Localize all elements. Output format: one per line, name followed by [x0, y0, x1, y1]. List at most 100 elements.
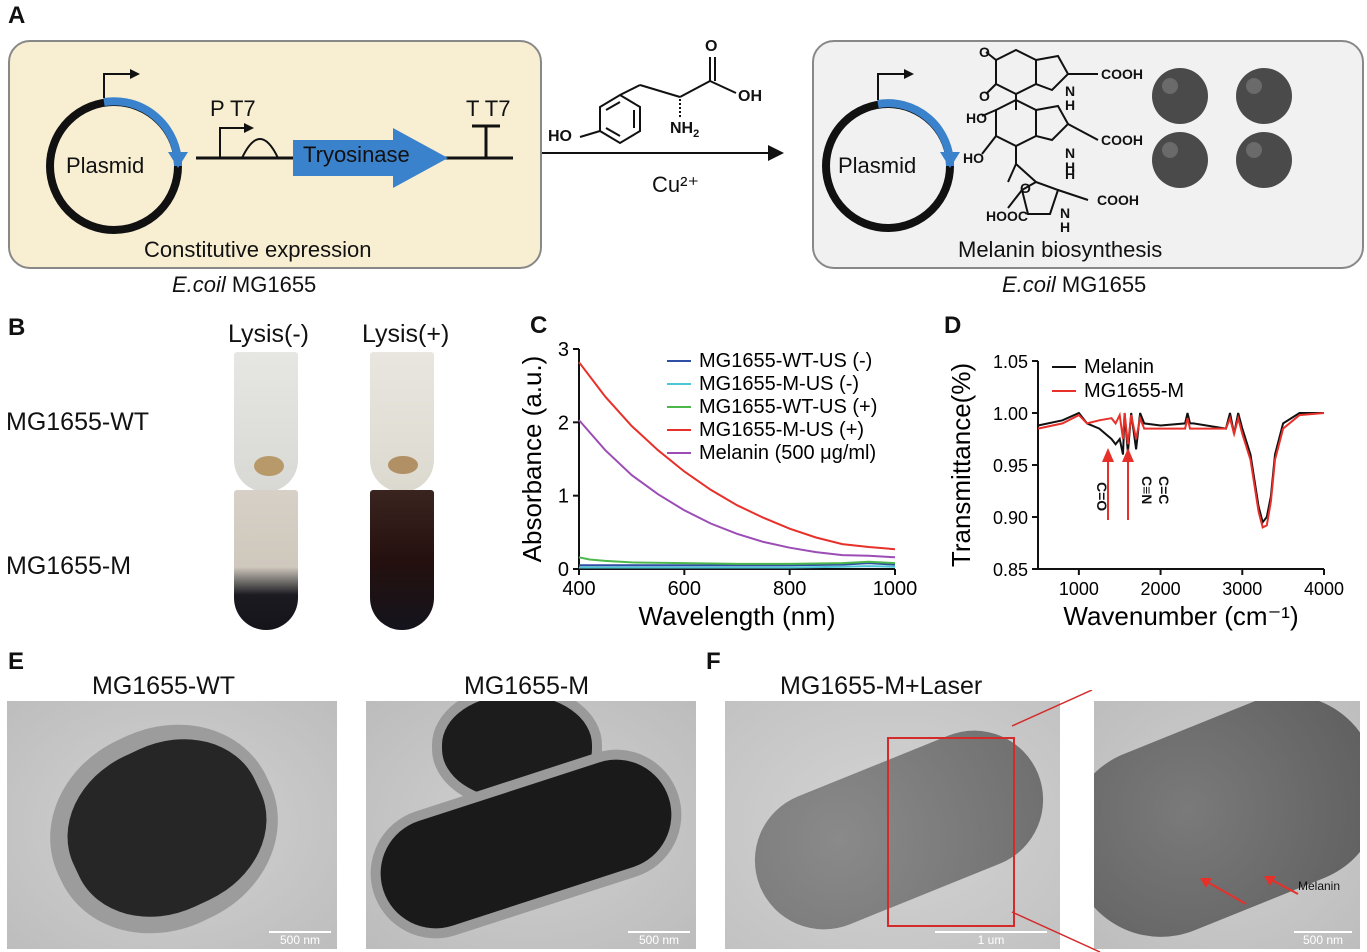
- expression-construct-diagram: [46, 69, 513, 234]
- x-axis-label: Wavelength (nm): [639, 601, 836, 631]
- tem-wt-title: MG1655-WT: [92, 672, 236, 700]
- cell-body-wt: [41, 710, 293, 946]
- y-tick-label: 1: [558, 486, 569, 508]
- y-tick-label: 1.00: [993, 404, 1028, 424]
- melanin-nh2-h: H: [1065, 159, 1076, 175]
- melanin-nh1-n: N: [1065, 83, 1076, 99]
- y-tick-label: 2: [558, 412, 569, 434]
- legend-label: Melanin (500 μg/ml): [699, 442, 876, 464]
- tyrosine-structure: [542, 57, 784, 161]
- legend-label: MG1655-M-US (-): [699, 373, 859, 395]
- legend-label: Melanin: [1084, 356, 1154, 378]
- series-line: [579, 562, 896, 567]
- scale-bar-m: 500 nm: [628, 931, 690, 947]
- gene-label: Tryosinase: [303, 142, 410, 167]
- melanin-ho2: HO: [963, 150, 984, 166]
- ftir-annotation-arrows: [1102, 448, 1134, 520]
- tem-image-laser-zoom: Melanin 500 nm: [1094, 701, 1360, 949]
- melanin-hooc: HOOC: [986, 208, 1028, 224]
- right-strain-name: MG1655: [1055, 272, 1147, 297]
- melanin-o3: O: [1020, 180, 1031, 196]
- x-tick-label: 4000: [1304, 579, 1344, 599]
- melanin-nanoparticle: [1152, 68, 1208, 124]
- promoter-label: P T7: [210, 96, 256, 121]
- scale-bar-laser-zoom: 500 nm: [1294, 931, 1352, 947]
- zoom-connector-lines: [1011, 690, 1101, 952]
- ftir-ann-co: C=O: [1094, 482, 1110, 512]
- y-tick-label: 0.95: [993, 456, 1028, 476]
- x-tick-label: 1000: [1059, 579, 1099, 599]
- plasmid-arrowhead: [168, 152, 188, 168]
- rbs-loop: [241, 138, 279, 159]
- plasmid-insert-arc: [103, 97, 183, 167]
- tube-m-lysis-minus: [234, 490, 298, 630]
- y-tick-label: 0: [558, 559, 569, 581]
- pellet-wt-lysis-minus: [254, 456, 284, 476]
- melanin-nh3-h: H: [1060, 219, 1071, 235]
- scale-bar-wt: 500 nm: [269, 931, 331, 947]
- tyrosine-o-label: O: [705, 38, 718, 55]
- melanin-cooh3: COOH: [1097, 192, 1139, 208]
- left-strain-italic: E.coil: [172, 272, 226, 297]
- melanin-cooh2: COOH: [1101, 132, 1143, 148]
- legend-label: MG1655-M: [1084, 380, 1184, 402]
- melanin-annotation: Melanin: [1298, 879, 1341, 893]
- row-label-m: MG1655-M: [6, 552, 132, 580]
- tyrosine-nh2-label: NH2: [670, 120, 699, 140]
- tyrosine-nh-text: NH: [670, 120, 694, 137]
- right-strain-italic: E.coil: [1002, 272, 1056, 297]
- tyrosine-ho-label: HO: [548, 128, 572, 145]
- legend-label: MG1655-M-US (+): [699, 419, 864, 441]
- plasmid-label-right: Plasmid: [838, 153, 917, 178]
- ftir-ann-cn: C≡N: [1139, 476, 1155, 505]
- melanin-nh3-n: N: [1060, 205, 1071, 221]
- reaction-condition: Cu²⁺: [652, 172, 700, 197]
- tem-image-wt: 500 nm: [7, 701, 337, 949]
- series-line: [578, 556, 896, 565]
- melanin-ho1: HO: [966, 110, 987, 126]
- left-box-caption: Constitutive expression: [144, 237, 372, 262]
- series-line: [1037, 411, 1325, 529]
- melanin-nanoparticle: [1152, 132, 1208, 188]
- melanin-nh2-n: N: [1065, 145, 1076, 161]
- promoter-arrow: [219, 127, 246, 158]
- right-strain-label: E.coil MG1655: [1002, 272, 1146, 298]
- legend-label: MG1655-WT-US (-): [699, 350, 872, 372]
- tyrosine-oh-label: OH: [738, 88, 762, 105]
- terminator-label: T T7: [466, 96, 511, 121]
- melanin-nanoparticle: [1236, 132, 1292, 188]
- tem-laser-title: MG1655-M+Laser: [780, 672, 983, 700]
- melanin-o2: O: [979, 88, 990, 104]
- melanin-h: H: [1065, 166, 1076, 182]
- left-strain-label: E.coil MG1655: [172, 272, 316, 298]
- panel-letter-a: A: [8, 2, 26, 29]
- x-tick-label: 1000: [873, 578, 918, 600]
- left-strain-name: MG1655: [225, 272, 317, 297]
- panel-letter-e: E: [8, 648, 25, 675]
- legend-label: MG1655-WT-US (+): [699, 396, 877, 418]
- x-tick-label: 400: [562, 578, 595, 600]
- panel-letter-b: B: [8, 314, 26, 341]
- series-line: [578, 419, 896, 559]
- absorbance-chart: 400 600 800 1000 0 1 2 3 Wavelength (nm) Absorban…: [517, 339, 918, 631]
- x-tick-label: 600: [668, 578, 701, 600]
- x-tick-label: 2000: [1141, 579, 1181, 599]
- series-line: [578, 361, 896, 551]
- melanin-cooh1: COOH: [1101, 66, 1143, 82]
- plasmid-promoter-arrow: [103, 73, 132, 98]
- panel-letter-d: D: [944, 312, 962, 339]
- panel-letter-f: F: [706, 648, 721, 675]
- ftir-chart: 1000 2000 3000 4000 0.85 0.90 0.95 1.00 1.05 Wave…: [946, 352, 1344, 631]
- tyrosinase-gene-arrow: [293, 128, 448, 188]
- reaction-arrowhead: [768, 145, 784, 161]
- series-line: [1037, 411, 1324, 525]
- tube-m-lysis-plus: [370, 490, 434, 630]
- melanin-nh1-h: H: [1065, 97, 1076, 113]
- tem-image-m: 500 nm: [366, 701, 696, 949]
- lysis-minus-header: Lysis(-): [228, 320, 310, 348]
- y-tick-label: 0.85: [993, 560, 1028, 580]
- melanin-structure: [981, 48, 1099, 215]
- tem-m-title: MG1655-M: [464, 672, 590, 700]
